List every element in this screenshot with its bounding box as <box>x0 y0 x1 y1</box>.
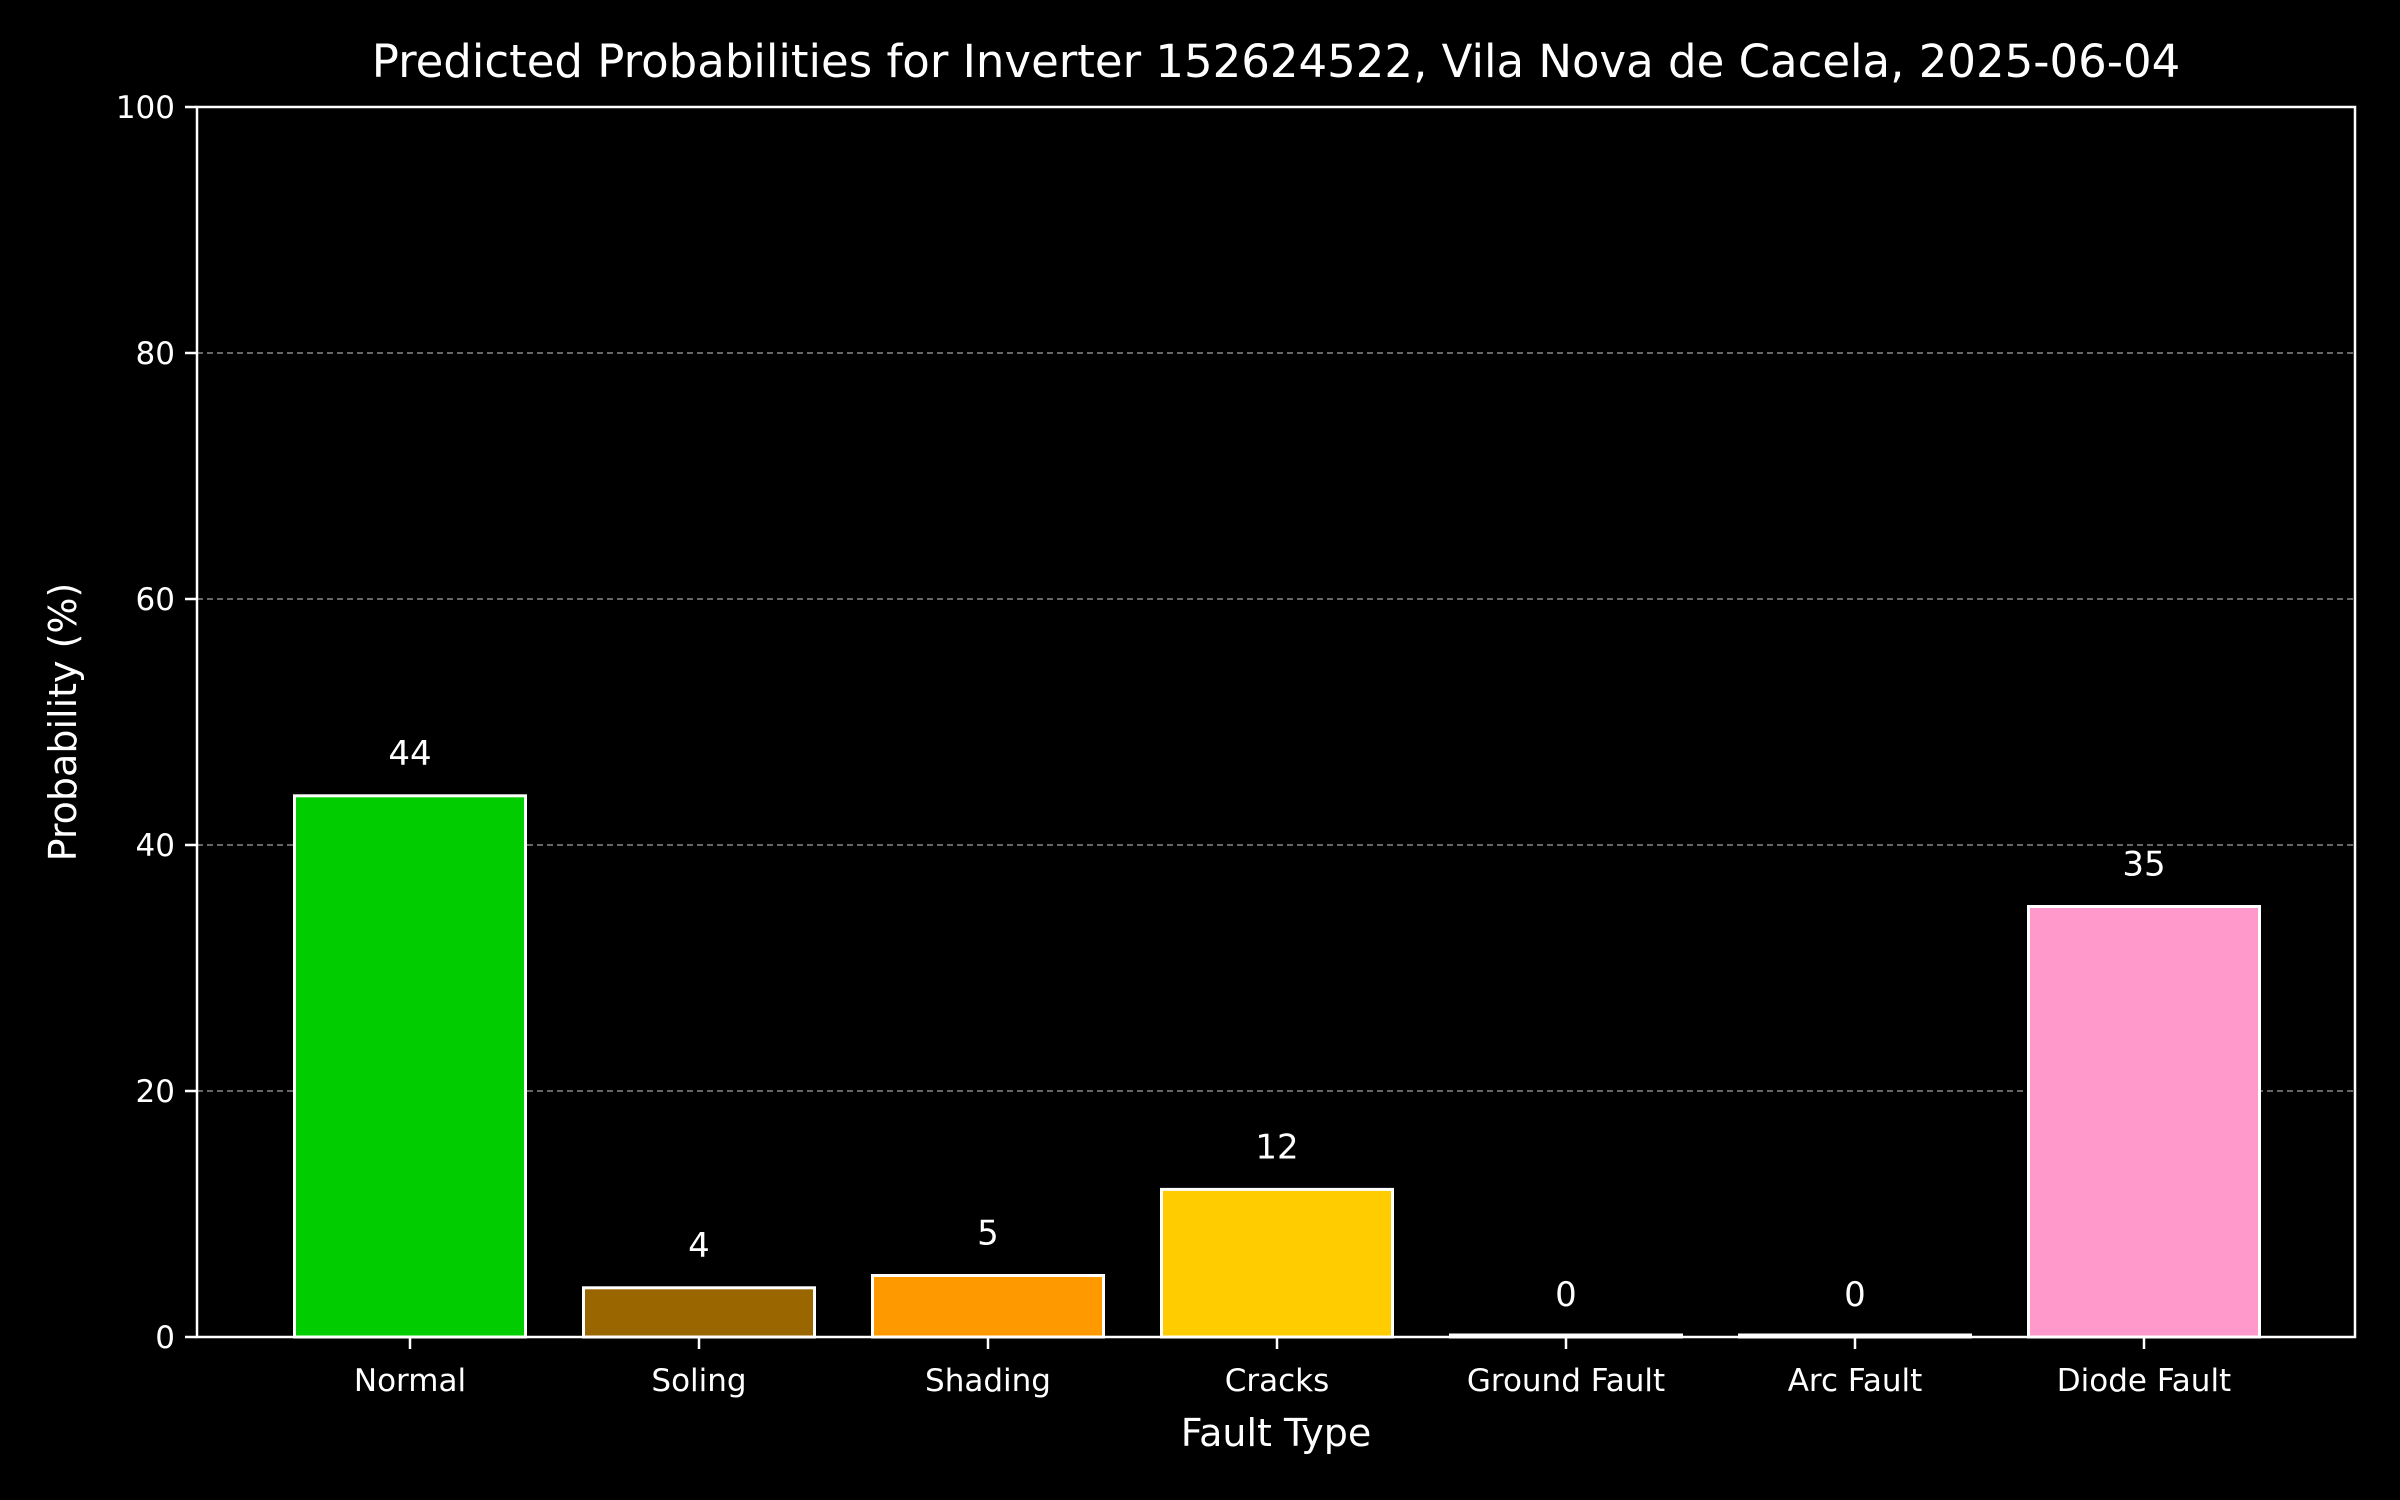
data-label: 5 <box>977 1214 999 1254</box>
x-tick-label: Ground Fault <box>1467 1363 1665 1399</box>
y-tick-label: 0 <box>155 1320 175 1356</box>
y-tick-label: 40 <box>136 828 175 864</box>
bar <box>293 794 527 1339</box>
y-tick-label: 60 <box>136 582 175 618</box>
y-tick-label: 20 <box>136 1074 175 1110</box>
y-axis-label: Probability (%) <box>41 583 85 862</box>
x-tick-label: Normal <box>354 1363 466 1399</box>
bar <box>2027 905 2261 1339</box>
y-tick-label: 100 <box>116 90 175 126</box>
bar <box>1160 1187 1394 1339</box>
x-tick-label: Shading <box>925 1363 1051 1399</box>
y-tick-label: 80 <box>136 336 175 372</box>
x-tick-label: Soling <box>651 1363 746 1399</box>
data-label: 4 <box>688 1226 710 1266</box>
x-axis-ticks: Normal Soling Shading Cracks Ground Fault Arc… <box>354 1337 2231 1399</box>
data-label: 44 <box>388 734 431 774</box>
x-axis-label: Fault Type <box>1181 1411 1372 1455</box>
bar <box>871 1274 1105 1339</box>
data-label: 12 <box>1255 1127 1298 1167</box>
x-tick-label: Arc Fault <box>1788 1363 1923 1399</box>
y-axis-ticks: 0 20 40 60 80 100 <box>116 90 197 1356</box>
bar <box>582 1286 816 1339</box>
chart-title: Predicted Probabilities for Inverter 152… <box>372 35 2181 88</box>
x-tick-label: Cracks <box>1225 1363 1330 1399</box>
data-label: 35 <box>2122 845 2165 885</box>
x-tick-label: Diode Fault <box>2057 1363 2231 1399</box>
data-label: 0 <box>1844 1275 1866 1315</box>
data-label: 0 <box>1555 1275 1577 1315</box>
